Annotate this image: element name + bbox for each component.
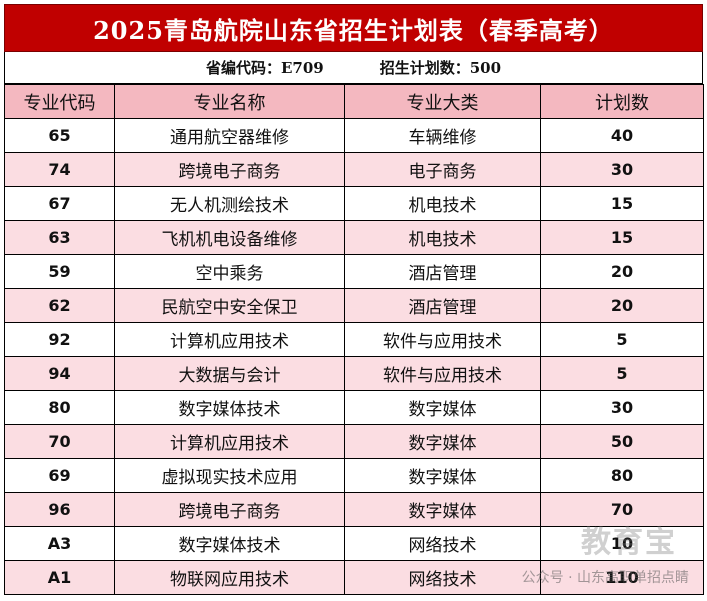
cell-name: 跨境电子商务	[114, 152, 345, 187]
table-row: A3 数字媒体技术 网络技术 10	[4, 526, 704, 561]
cell-code: 63	[4, 220, 115, 255]
table-row: 92 计算机应用技术 软件与应用技术 5	[4, 322, 704, 357]
watermark-logo: 教育宝	[581, 525, 677, 560]
cell-count: 50	[540, 424, 704, 459]
cell-count: 40	[540, 118, 704, 153]
enrollment-plan-sheet: 2025青岛航院山东省招生计划表（春季高考） 省编代码：E709 招生计划数：5…	[4, 4, 704, 595]
cell-category: 数字媒体	[344, 458, 541, 493]
cell-code: A1	[4, 560, 115, 595]
table-row: 59 空中乘务 酒店管理 20	[4, 254, 704, 289]
table-row: 70 计算机应用技术 数字媒体 50	[4, 424, 704, 459]
cell-name: 虚拟现实技术应用	[114, 458, 345, 493]
cell-name: 物联网应用技术	[114, 560, 345, 595]
cell-category: 数字媒体	[344, 492, 541, 527]
cell-category: 网络技术	[344, 526, 541, 561]
cell-code: 69	[4, 458, 115, 493]
cell-name: 无人机测绘技术	[114, 186, 345, 221]
cell-count: 15	[540, 220, 704, 255]
column-header-code: 专业代码	[4, 84, 115, 119]
cell-count: 5	[540, 322, 704, 357]
cell-count: 30	[540, 390, 704, 425]
cell-name: 数字媒体技术	[114, 526, 345, 561]
cell-count: 20	[540, 254, 704, 289]
cell-count: 5	[540, 356, 704, 391]
cell-code: 80	[4, 390, 115, 425]
column-header-count: 计划数	[540, 84, 704, 119]
cell-category: 数字媒体	[344, 424, 541, 459]
cell-category: 数字媒体	[344, 390, 541, 425]
table-row: 63 飞机机电设备维修 机电技术 15	[4, 220, 704, 255]
cell-name: 民航空中安全保卫	[114, 288, 345, 323]
cell-category: 软件与应用技术	[344, 322, 541, 357]
table-row: 74 跨境电子商务 电子商务 30	[4, 152, 704, 187]
table-body: 65 通用航空器维修 车辆维修 40 74 跨境电子商务 电子商务 30 67 无人机测绘技术 机电…	[4, 118, 704, 595]
table-row: 80 数字媒体技术 数字媒体 30	[4, 390, 704, 425]
cell-code: 94	[4, 356, 115, 391]
cell-code: 92	[4, 322, 115, 357]
cell-name: 数字媒体技术	[114, 390, 345, 425]
cell-name: 跨境电子商务	[114, 492, 345, 527]
table-row: 96 跨境电子商务 数字媒体 70	[4, 492, 704, 527]
column-header-name: 专业名称	[114, 84, 345, 119]
cell-name: 飞机机电设备维修	[114, 220, 345, 255]
table-row: 67 无人机测绘技术 机电技术 15	[4, 186, 704, 221]
cell-count: 110	[540, 560, 704, 595]
cell-category: 电子商务	[344, 152, 541, 187]
cell-name: 计算机应用技术	[114, 424, 345, 459]
cell-count: 70	[540, 492, 704, 527]
cell-code: A3	[4, 526, 115, 561]
page-title: 2025青岛航院山东省招生计划表（春季高考）	[4, 4, 703, 52]
cell-name: 计算机应用技术	[114, 322, 345, 357]
table-row: 69 虚拟现实技术应用 数字媒体 80	[4, 458, 704, 493]
cell-code: 70	[4, 424, 115, 459]
cell-category: 软件与应用技术	[344, 356, 541, 391]
cell-category: 车辆维修	[344, 118, 541, 153]
cell-count: 20	[540, 288, 704, 323]
cell-category: 酒店管理	[344, 288, 541, 323]
cell-category: 酒店管理	[344, 254, 541, 289]
plan-table: 专业代码 专业名称 专业大类 计划数 65 通用航空器维修 车辆维修 40 74 跨境电子…	[4, 84, 704, 595]
cell-code: 62	[4, 288, 115, 323]
cell-category: 机电技术	[344, 186, 541, 221]
cell-count: 80	[540, 458, 704, 493]
cell-category: 机电技术	[344, 220, 541, 255]
cell-code: 67	[4, 186, 115, 221]
cell-code: 59	[4, 254, 115, 289]
meta-info: 省编代码：E709 招生计划数：500	[4, 52, 703, 84]
cell-count: 15	[540, 186, 704, 221]
cell-category: 网络技术	[344, 560, 541, 595]
cell-name: 通用航空器维修	[114, 118, 345, 153]
table-row: 62 民航空中安全保卫 酒店管理 20	[4, 288, 704, 323]
cell-name: 空中乘务	[114, 254, 345, 289]
cell-code: 96	[4, 492, 115, 527]
watermark-text: 公众号 · 山东高职单招点睛	[521, 570, 689, 586]
cell-code: 65	[4, 118, 115, 153]
cell-name: 大数据与会计	[114, 356, 345, 391]
cell-count: 30	[540, 152, 704, 187]
table-row: 65 通用航空器维修 车辆维修 40	[4, 118, 704, 153]
plan-total: 招生计划数：500	[379, 59, 502, 77]
table-header-row: 专业代码 专业名称 专业大类 计划数	[4, 84, 704, 119]
table-row: 94 大数据与会计 软件与应用技术 5	[4, 356, 704, 391]
province-code: 省编代码：E709	[205, 59, 324, 77]
table-row: A1 物联网应用技术 网络技术 110	[4, 560, 704, 595]
column-header-category: 专业大类	[344, 84, 541, 119]
cell-code: 74	[4, 152, 115, 187]
